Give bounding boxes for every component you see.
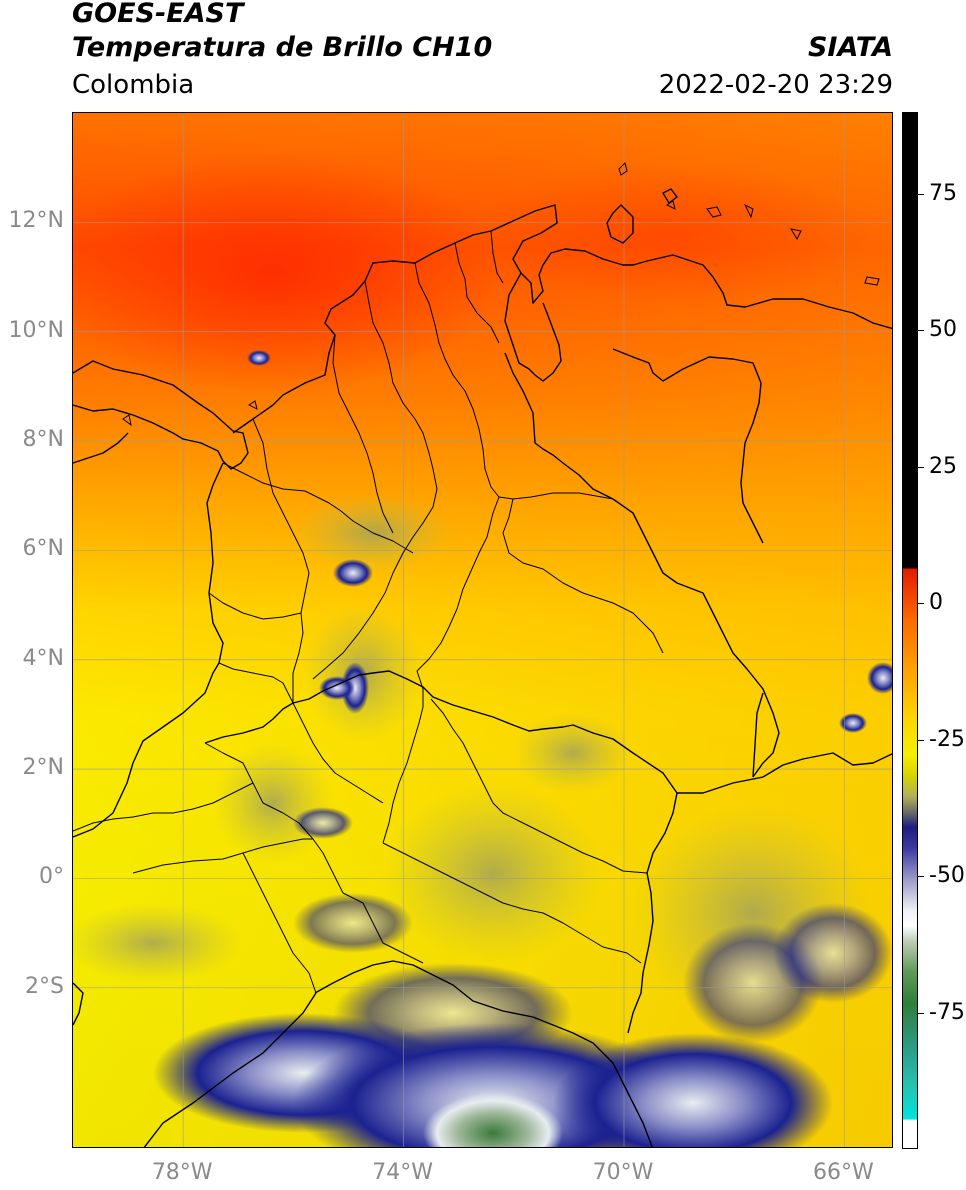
longitude-tick-label: 74°W <box>372 1160 433 1185</box>
colorbar-tick-label: -25 <box>929 726 965 752</box>
country-borders <box>73 188 892 1147</box>
latitude-tick-label: 6°N <box>22 536 64 562</box>
cloud-cover <box>73 350 892 1147</box>
satellite-map[interactable] <box>72 112 893 1148</box>
latitude-tick-label: 4°N <box>22 645 64 671</box>
latitude-tick-label: 8°N <box>22 427 64 453</box>
satellite-title: GOES-EAST <box>72 0 244 29</box>
latitude-tick-label: 2°N <box>22 755 64 781</box>
colorbar-tick-label: 25 <box>929 453 957 479</box>
colorbar-tick-label: -50 <box>929 863 965 889</box>
colorbar-tick-label: 75 <box>929 180 957 206</box>
latitude-tick-label: 2°S <box>25 973 64 999</box>
colorbar-tick-label: 0 <box>929 590 943 616</box>
colorbar-tick-mark <box>918 330 924 332</box>
colorbar-tick-mark <box>918 193 924 195</box>
latitude-tick-label: 10°N <box>8 317 64 343</box>
latitude-tick-label: 12°N <box>8 208 64 234</box>
islands <box>122 162 880 427</box>
colorbar-tick-mark <box>918 739 924 741</box>
map-canvas <box>73 113 892 1147</box>
longitude-tick-label: 66°W <box>813 1160 874 1185</box>
latitude-tick-label: 0° <box>39 864 64 890</box>
colorbar-tick-mark <box>918 876 924 878</box>
colorbar-tick-mark <box>918 1012 924 1014</box>
department-borders <box>73 230 664 994</box>
colorbar <box>902 112 918 1149</box>
product-title: Temperatura de Brillo CH10 <box>72 32 493 63</box>
colorbar-gradient <box>903 113 917 1148</box>
datetime-label: 2022-02-20 23:29 <box>658 70 893 100</box>
organization-label: SIATA <box>807 32 893 63</box>
colorbar-tick-mark <box>918 466 924 468</box>
longitude-tick-label: 78°W <box>151 1160 213 1185</box>
colorbar-tick-label: -75 <box>929 999 965 1025</box>
colorbar-tick-mark <box>918 603 924 605</box>
graticule <box>73 113 892 1147</box>
longitude-tick-label: 70°W <box>592 1160 654 1185</box>
colorbar-tick-label: 50 <box>929 317 957 343</box>
region-label: Colombia <box>72 70 195 100</box>
